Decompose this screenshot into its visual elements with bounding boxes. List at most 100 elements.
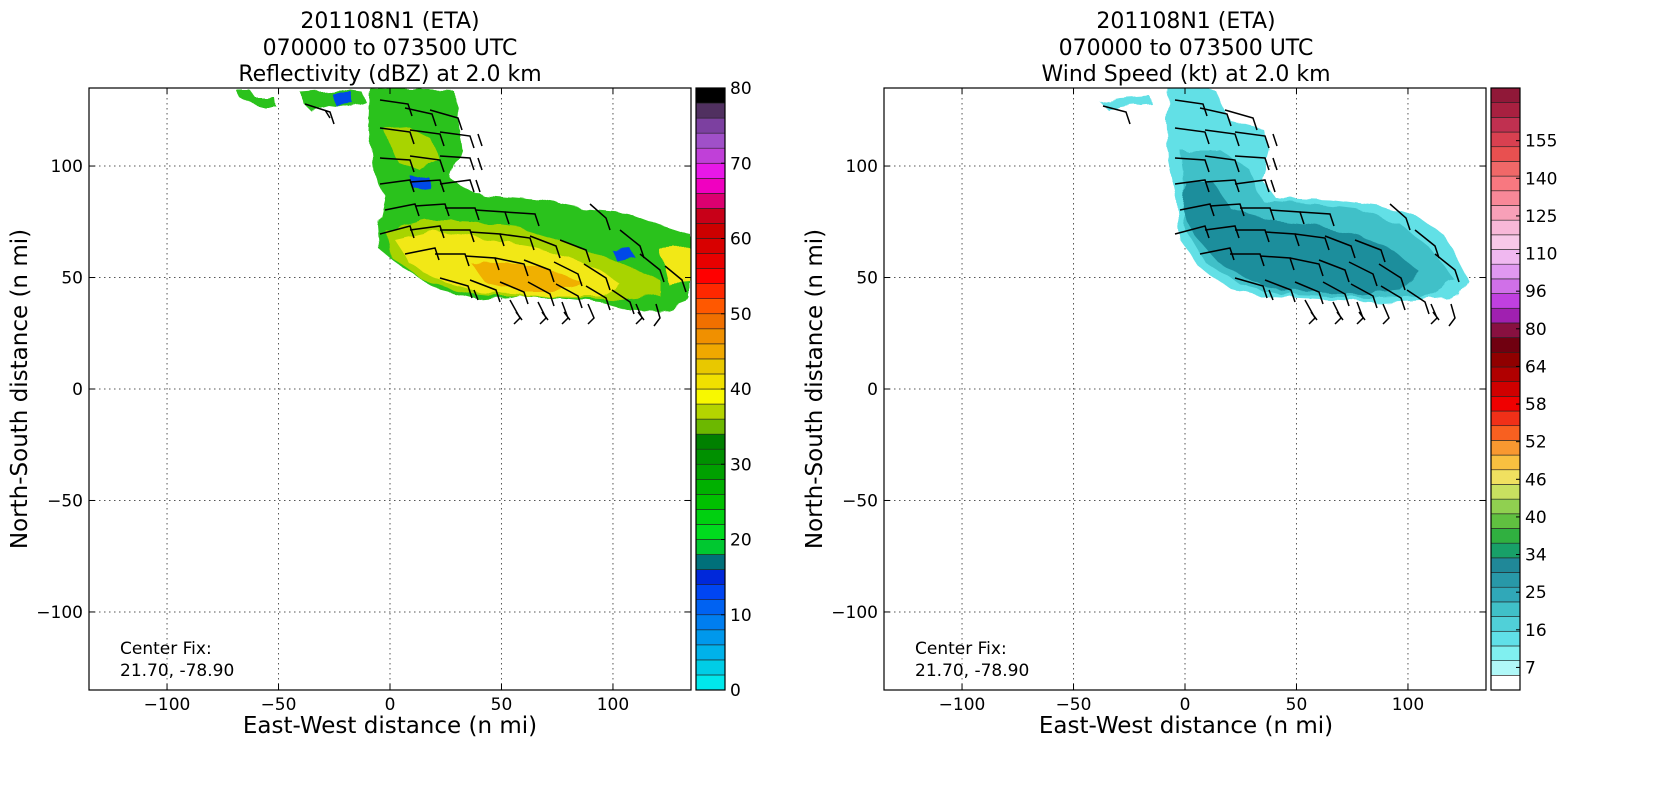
wind-barb	[404, 247, 440, 261]
colorbar-segment	[695, 674, 726, 691]
y-tick-label: 0	[867, 380, 878, 400]
wind-barb	[1448, 303, 1456, 327]
wind-barb	[1179, 203, 1215, 217]
colorbar-segment	[695, 87, 726, 104]
colorbar-segment	[695, 178, 726, 194]
colorbar-segment	[1490, 557, 1521, 573]
right-wind-barbs	[1102, 99, 1460, 327]
echo-blue-cell-3	[612, 248, 636, 262]
colorbar-segment	[1490, 87, 1521, 103]
wind-barb	[1389, 203, 1411, 231]
colorbar-segment	[1490, 146, 1521, 162]
wind-barb	[1378, 263, 1406, 291]
colorbar-tick-label: 40	[1525, 508, 1547, 528]
wind-barb	[1356, 301, 1366, 325]
wind-barb	[1332, 301, 1344, 325]
wind-barb	[384, 203, 420, 217]
colorbar-segment	[1490, 337, 1521, 353]
echo-blue-cell-2	[412, 176, 430, 190]
wind-barb	[1264, 279, 1296, 303]
left-grid	[89, 88, 691, 690]
wind-barb	[1354, 239, 1386, 263]
wind-barb	[1209, 203, 1245, 217]
wind-barb	[1350, 283, 1378, 309]
colorbar-segment	[1490, 307, 1521, 324]
y-tick-label: 100	[51, 157, 83, 177]
wind-barb	[1174, 179, 1210, 193]
colorbar-segment	[695, 388, 726, 405]
colorbar-segment	[695, 629, 726, 646]
colorbar-segment	[1490, 249, 1521, 265]
colorbar-tick-label: 60	[730, 230, 752, 250]
left-echo-field	[236, 88, 691, 312]
colorbar-segment	[1490, 542, 1521, 559]
colorbar-tick-label: 7	[1525, 658, 1536, 678]
colorbar-tick-label: 50	[730, 305, 752, 325]
wind-barb	[469, 279, 501, 303]
wind-barb	[639, 253, 665, 283]
colorbar-segment	[695, 117, 726, 134]
right-title-line-3: Wind Speed (kt) at 2.0 km	[1041, 62, 1330, 87]
right-center-fix-value: 21.70, -78.90	[915, 661, 1029, 681]
colorbar-segment	[695, 343, 726, 360]
colorbar-segment	[1490, 396, 1521, 412]
wind-barb	[553, 261, 583, 287]
colorbar-tick-label: 58	[1525, 395, 1547, 415]
wind-barb	[409, 155, 445, 173]
wind-barb	[1406, 289, 1430, 315]
wind-barb	[1382, 303, 1390, 325]
y-tick-label: −100	[831, 603, 878, 623]
y-tick-label: −50	[842, 491, 878, 511]
wind-barb	[509, 299, 523, 325]
wind-barb	[1102, 105, 1131, 125]
wind-barb	[435, 253, 470, 267]
reflectivity-panel: 201108N1 (ETA) 070000 to 073500 UTC Refl…	[7, 9, 752, 739]
wind-barb	[1234, 131, 1278, 149]
colorbar-segment	[695, 403, 726, 420]
wind-barb	[1224, 109, 1258, 131]
x-tick-label: −100	[144, 695, 191, 715]
left-colorbar: 0 10 20 30 40 50 60 70 80	[695, 79, 752, 701]
wind-barb	[404, 107, 437, 127]
colorbar-segment	[1490, 381, 1521, 397]
colorbar-segment	[1490, 572, 1521, 588]
x-tick-label: −100	[939, 695, 986, 715]
wind-barb	[1204, 155, 1240, 173]
colorbar-segment	[695, 283, 726, 299]
wind-barb	[439, 179, 481, 193]
wind-barb	[664, 265, 687, 293]
colorbar-segment	[1490, 410, 1521, 427]
colorbar-segment	[695, 373, 726, 390]
wind-barb	[429, 109, 463, 131]
wind-barb	[409, 225, 445, 239]
colorbar-segment	[695, 509, 726, 525]
wind-barb	[537, 301, 549, 325]
wind-barb	[1174, 157, 1210, 173]
right-x-axis-label: East-West distance (n mi)	[1039, 713, 1333, 739]
wind-barb	[1235, 229, 1270, 243]
colorbar-segment	[1490, 675, 1521, 691]
colorbar-segment	[1490, 630, 1521, 647]
wind-barb	[1234, 277, 1274, 301]
wind-barb	[1324, 235, 1356, 259]
colorbar-segment	[1490, 278, 1521, 294]
colorbar-segment	[695, 328, 726, 345]
wind-barb	[439, 155, 483, 171]
colorbar-segment	[1490, 366, 1521, 382]
wind-barb	[1174, 225, 1210, 239]
y-tick-label: −100	[36, 603, 83, 623]
colorbar-tick-label: 30	[730, 455, 752, 475]
colorbar-segment	[1490, 205, 1521, 221]
colorbar-segment	[1490, 234, 1521, 250]
x-tick-label: −50	[261, 695, 297, 715]
colorbar-segment	[1490, 645, 1521, 661]
colorbar-segment	[695, 569, 726, 585]
colorbar-segment	[695, 208, 726, 224]
wind-barb	[619, 229, 645, 259]
wind-barb	[611, 289, 635, 315]
colorbar-segment	[1490, 102, 1521, 118]
wind-barb	[1434, 253, 1460, 283]
wind-barb	[1348, 261, 1378, 287]
left-wind-barbs	[304, 99, 687, 327]
